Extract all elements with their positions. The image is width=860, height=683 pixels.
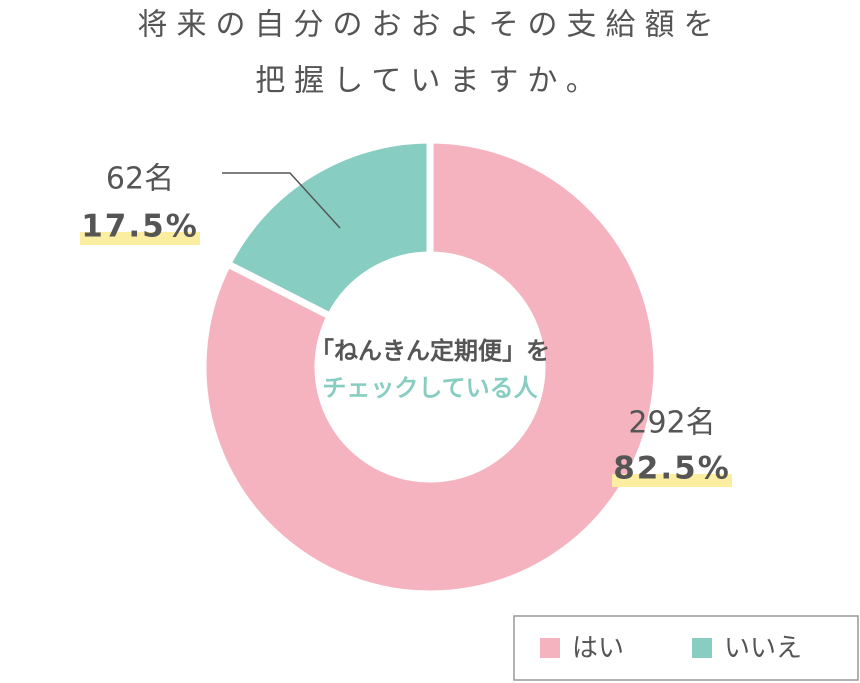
legend-swatch (692, 638, 712, 658)
chart-title: 把握していますか。 (255, 64, 605, 99)
legend-swatch (540, 638, 560, 658)
count-label: 292名 (628, 406, 715, 441)
center-text: チェックしている人 (322, 374, 537, 402)
leader-line (222, 172, 341, 229)
legend-box (513, 615, 859, 681)
legend-label: いいえ (724, 634, 802, 664)
slice (199, 136, 661, 598)
value-label: 82.5% (613, 451, 731, 487)
highlight (80, 232, 200, 245)
slice (223, 136, 434, 321)
chart-title: 将来の自分のおおよその支給額を (138, 8, 723, 43)
center-text: 「ねんきん定期便」を (310, 337, 550, 365)
legend-label: はい (572, 634, 624, 664)
highlight (612, 474, 732, 487)
value-label: 17.5% (81, 209, 199, 245)
count-label: 62名 (106, 162, 174, 197)
